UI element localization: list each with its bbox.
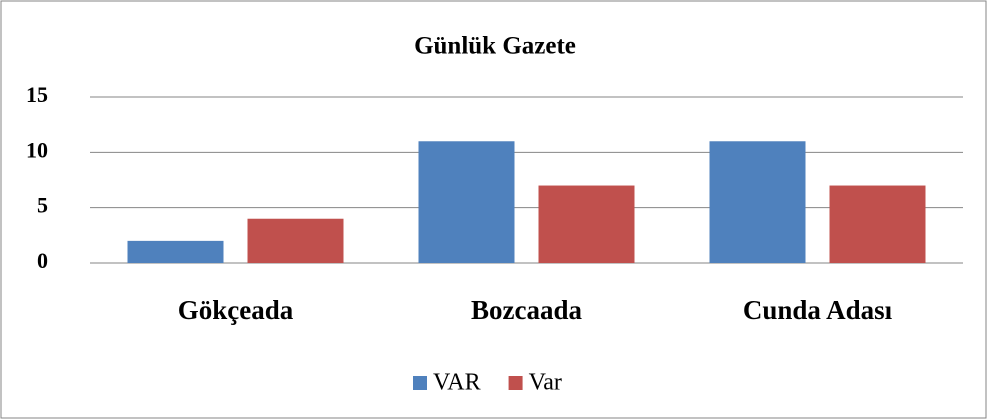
bar xyxy=(538,185,635,263)
y-tick-label: 10 xyxy=(26,137,48,162)
bar xyxy=(709,141,806,263)
legend-label: Var xyxy=(529,370,562,396)
x-tick-label: Bozcaada xyxy=(471,295,582,325)
legend-swatch xyxy=(413,376,427,390)
y-tick-label: 5 xyxy=(37,193,48,218)
legend-swatch xyxy=(508,376,523,390)
y-tick-label: 0 xyxy=(37,248,48,273)
x-tick-label: Cunda Adası xyxy=(743,295,893,325)
chart-title: Günlük Gazete xyxy=(414,33,576,60)
bar xyxy=(247,218,344,263)
y-tick-label: 15 xyxy=(26,82,48,107)
bar xyxy=(418,141,515,263)
bar xyxy=(127,240,224,263)
legend-label: VAR xyxy=(433,370,481,396)
bar xyxy=(829,185,926,263)
x-tick-label: Gökçeada xyxy=(178,295,294,325)
